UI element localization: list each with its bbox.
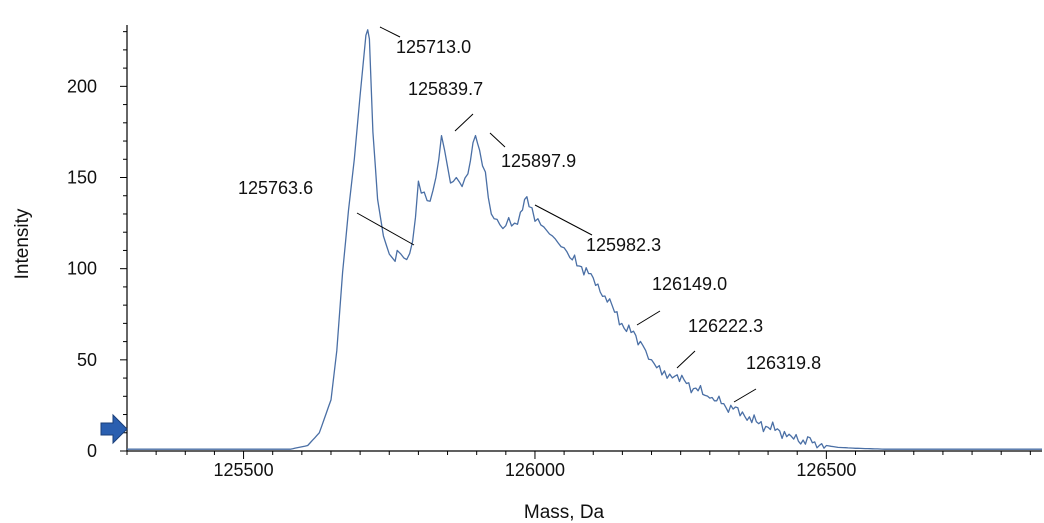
peak-label: 126319.8 (746, 353, 821, 373)
peak-label: 125763.6 (238, 178, 313, 198)
peak-leader-line (454, 113, 474, 132)
x-axis-ticks: 125500 126000 126500 (214, 451, 856, 480)
peak-annotations: 125713.0 125839.7 125897.9 125763.6 125982.3… (238, 26, 821, 403)
y-tick-label: 50 (77, 350, 97, 370)
x-tick-label: 125500 (214, 460, 274, 480)
x-axis-minor-ticks (126, 451, 1031, 455)
peak-leader-line (356, 212, 415, 246)
peak-leader-line (636, 310, 661, 326)
peak-leader-line (534, 204, 593, 236)
peak-label: 126149.0 (652, 274, 727, 294)
x-tick-label: 126500 (796, 460, 856, 480)
y-axis-minor-ticks (123, 31, 127, 434)
peak-leader-line (379, 26, 401, 38)
y-tick-label: 200 (67, 76, 97, 96)
peak-label: 125713.0 (396, 37, 471, 57)
peak-label: 126222.3 (688, 316, 763, 336)
y-axis-ticks: 0 50 100 150 200 (67, 76, 127, 461)
peak-label: 125982.3 (586, 235, 661, 255)
baseline-marker-icon[interactable] (100, 413, 128, 445)
peak-leader-line (489, 132, 506, 148)
y-tick-label: 100 (67, 259, 97, 279)
y-tick-label: 150 (67, 168, 97, 188)
plot-area: 0 50 100 150 200 125500 126000 126500 125713.0… (67, 25, 1042, 480)
y-axis-title: Intensity (12, 208, 33, 279)
peak-label: 125897.9 (501, 151, 576, 171)
x-tick-label: 126000 (505, 460, 565, 480)
peak-leader-line (733, 388, 757, 403)
x-axis-title: Mass, Da (524, 502, 605, 523)
peak-label: 125839.7 (408, 79, 483, 99)
y-tick-label: 0 (87, 441, 97, 461)
spectrum-line (127, 29, 1042, 450)
peak-leader-line (676, 350, 696, 369)
